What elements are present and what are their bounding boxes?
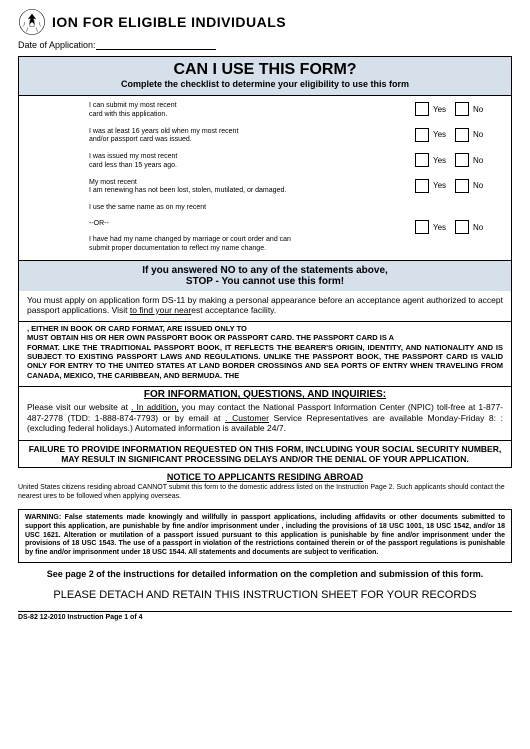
checkbox-yes[interactable]: [415, 102, 429, 116]
checklist-subtitle: Complete the checklist to determine your…: [27, 79, 503, 89]
fail-line1: FAILURE TO PROVIDE INFORMATION REQUESTED…: [25, 444, 505, 454]
page-header: ION FOR ELIGIBLE INDIVIDUALS: [18, 8, 512, 36]
stop-header: If you answered NO to any of the stateme…: [19, 260, 511, 291]
stop-line1: If you answered NO to any of the stateme…: [25, 265, 505, 276]
checkbox-no[interactable]: [455, 220, 469, 234]
checkbox-no[interactable]: [455, 179, 469, 193]
question-block: I can submit my most recent card with th…: [19, 96, 511, 260]
form-title: ION FOR ELIGIBLE INDIVIDUALS: [52, 14, 286, 30]
info-body: Please visit our website at . In additio…: [19, 402, 511, 440]
abroad-header: NOTICE TO APPLICANTS RESIDING ABROAD: [18, 472, 512, 482]
date-of-application: Date of Application:: [18, 40, 512, 50]
stop-body-link[interactable]: to find your near: [130, 305, 191, 315]
question-text: I was issued my most recent card less th…: [29, 153, 407, 171]
question-row-3: I was issued my most recent card less th…: [29, 149, 501, 175]
no-label: No: [473, 223, 491, 232]
info-link1[interactable]: . In addition,: [131, 402, 179, 412]
checkbox-no[interactable]: [455, 128, 469, 142]
checkbox-yes[interactable]: [415, 128, 429, 142]
no-label: No: [473, 156, 491, 165]
checklist-frame: CAN I USE THIS FORM? Complete the checkl…: [18, 56, 512, 468]
question-row-4: My most recent I am renewing has not bee…: [29, 175, 501, 201]
question-text: My most recent I am renewing has not bee…: [29, 179, 407, 197]
date-label: Date of Application:: [18, 40, 96, 50]
checklist-title: CAN I USE THIS FORM?: [27, 61, 503, 79]
stop-body-post: est acceptance facility.: [191, 305, 276, 315]
question-text: I use the same name as on my recent: [29, 204, 407, 213]
stop-body: You must apply on application form DS-11…: [19, 291, 511, 321]
checkbox-no[interactable]: [455, 102, 469, 116]
see-page-2: See page 2 of the instructions for detai…: [18, 569, 512, 579]
checkbox-no[interactable]: [455, 153, 469, 167]
checklist-header: CAN I USE THIS FORM? Complete the checkl…: [19, 57, 511, 96]
footer: DS-82 12-2010 Instruction Page 1 of 4: [18, 611, 512, 621]
no-label: No: [473, 181, 491, 190]
yes-label: Yes: [433, 105, 451, 114]
yes-label: Yes: [433, 156, 451, 165]
no-label: No: [473, 105, 491, 114]
or-text: --OR--: [29, 220, 407, 229]
question-text: I have had my name changed by marriage o…: [29, 236, 407, 254]
checkbox-yes[interactable]: [415, 179, 429, 193]
yes-label: Yes: [433, 223, 451, 232]
yes-label: Yes: [433, 130, 451, 139]
question-row-or: --OR-- Yes No: [29, 218, 501, 236]
yes-label: Yes: [433, 181, 451, 190]
question-row-1: I can submit my most recent card with th…: [29, 98, 501, 124]
info-header: FOR INFORMATION, QUESTIONS, AND INQUIRIE…: [19, 387, 511, 402]
question-row-5b: I have had my name changed by marriage o…: [29, 236, 501, 258]
book-card-body: , EITHER IN BOOK OR CARD FORMAT, ARE ISS…: [19, 321, 511, 386]
question-text: I was at least 16 years old when my most…: [29, 128, 407, 146]
stop-line2: STOP - You cannot use this form!: [25, 276, 505, 287]
question-text: I can submit my most recent card with th…: [29, 102, 407, 120]
warning-box: WARNING: False statements made knowingly…: [18, 509, 512, 563]
question-row-2: I was at least 16 years old when my most…: [29, 124, 501, 150]
info-link2[interactable]: . Customer: [225, 413, 269, 423]
no-label: No: [473, 130, 491, 139]
checkbox-yes[interactable]: [415, 220, 429, 234]
failure-warning: FAILURE TO PROVIDE INFORMATION REQUESTED…: [19, 440, 511, 467]
info-body-1: Please visit our website at: [27, 402, 131, 412]
date-field-line[interactable]: [96, 49, 216, 50]
eagle-seal-icon: [18, 8, 46, 36]
checkbox-yes[interactable]: [415, 153, 429, 167]
question-row-5a: I use the same name as on my recent: [29, 200, 501, 218]
detach-notice: PLEASE DETACH AND RETAIN THIS INSTRUCTIO…: [18, 589, 512, 601]
abroad-body: United States citizens residing abroad C…: [18, 482, 512, 507]
fail-line2: MAY RESULT IN SIGNIFICANT PROCESSING DEL…: [25, 454, 505, 464]
